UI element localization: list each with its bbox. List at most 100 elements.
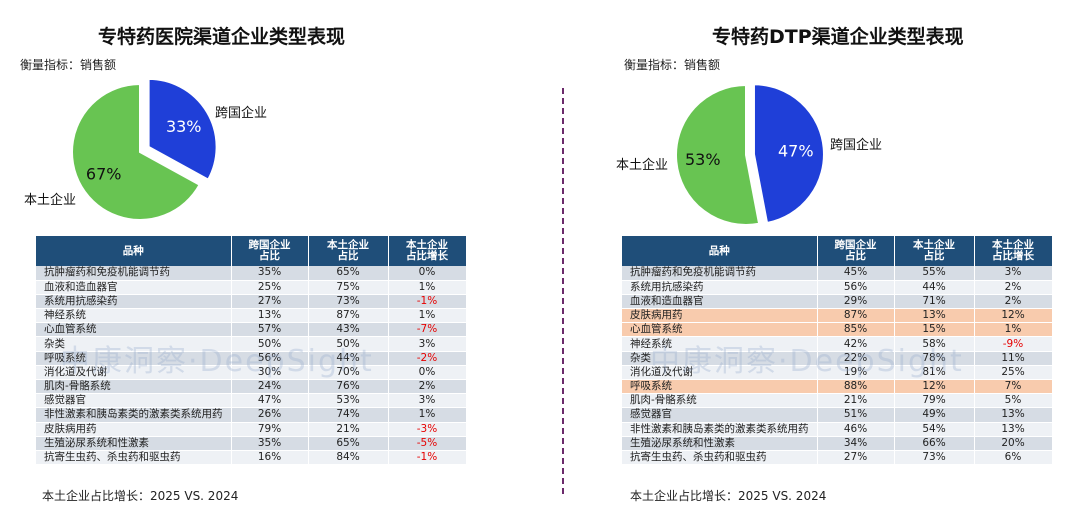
value-cell: 85% bbox=[817, 322, 895, 338]
value-cell: 58% bbox=[894, 336, 975, 352]
value-cell: 15% bbox=[894, 322, 975, 338]
watermark: 中康洞察·DeepSight bbox=[60, 344, 374, 379]
value-cell: 84% bbox=[308, 450, 389, 466]
metric-label: 衡量指标：销售额 bbox=[20, 58, 117, 72]
table-row: 系统用抗感染药 56% 44% 2% bbox=[622, 280, 1053, 295]
metric-label: 衡量指标：销售额 bbox=[624, 58, 721, 72]
value-cell: 70% bbox=[308, 365, 389, 381]
table-row: 非性激素和胰岛素类的激素类系统用药 26% 74% 1% bbox=[36, 407, 467, 423]
value-cell: 74% bbox=[308, 407, 389, 423]
value-cell: 50% bbox=[308, 336, 389, 352]
value-cell: 66% bbox=[894, 436, 975, 451]
value-cell: -1% bbox=[388, 294, 467, 310]
value-cell: -5% bbox=[388, 436, 467, 451]
table-row: 心血管系统 57% 43% -7% bbox=[36, 322, 467, 338]
pie-pct-local: 53% bbox=[685, 150, 721, 169]
table-row: 血液和造血器官 25% 75% 1% bbox=[36, 280, 467, 295]
table-row: 抗寄生虫药、杀虫药和驱虫药 27% 73% 6% bbox=[622, 450, 1053, 466]
category-cell: 呼吸系统 bbox=[36, 351, 232, 366]
table-row: 肌肉-骨骼系统 21% 79% 5% bbox=[622, 393, 1053, 409]
value-cell: 71% bbox=[894, 294, 975, 310]
footnote: 本土企业占比增长：2025 VS. 2024 bbox=[42, 489, 239, 503]
category-cell: 消化道及代谢 bbox=[622, 365, 818, 381]
pie-label-local: 本土企业 bbox=[24, 192, 76, 208]
footnote: 本土企业占比增长：2025 VS. 2024 bbox=[630, 489, 827, 503]
value-cell: 49% bbox=[894, 407, 975, 423]
value-cell: 79% bbox=[894, 393, 975, 409]
pie-label-cross: 跨国企业 bbox=[215, 105, 267, 121]
value-cell: 88% bbox=[817, 379, 895, 395]
value-cell: 29% bbox=[817, 294, 895, 310]
value-cell: 87% bbox=[308, 308, 389, 324]
table-row: 皮肤病用药 87% 13% 12% bbox=[622, 308, 1053, 324]
table-header-0: 品种 bbox=[622, 236, 818, 266]
value-cell: 79% bbox=[231, 422, 309, 437]
value-cell: 35% bbox=[231, 266, 309, 281]
category-cell: 系统用抗感染药 bbox=[622, 280, 818, 295]
value-cell: 12% bbox=[894, 379, 975, 395]
value-cell: 5% bbox=[974, 393, 1053, 409]
table-row: 神经系统 13% 87% 1% bbox=[36, 308, 467, 324]
table-header-2: 本土企业 占比 bbox=[308, 236, 389, 266]
value-cell: 11% bbox=[974, 351, 1053, 366]
value-cell: 22% bbox=[817, 351, 895, 366]
value-cell: 25% bbox=[974, 365, 1053, 381]
dtp-channel-panel: 专特药DTP渠道企业类型表现 衡量指标：销售额 47% 53% 跨国企业 本土企业 品… bbox=[560, 0, 1080, 513]
value-cell: 34% bbox=[817, 436, 895, 451]
table-row: 非性激素和胰岛素类的激素类系统用药 46% 54% 13% bbox=[622, 422, 1053, 437]
table-row: 抗寄生虫药、杀虫药和驱虫药 16% 84% -1% bbox=[36, 450, 467, 466]
table-row: 呼吸系统 88% 12% 7% bbox=[622, 379, 1053, 395]
value-cell: 2% bbox=[974, 294, 1053, 310]
table-header-3: 本土企业 占比增长 bbox=[388, 236, 467, 266]
value-cell: 47% bbox=[231, 393, 309, 409]
table-row: 抗肿瘤药和免疫机能调节药 35% 65% 0% bbox=[36, 266, 467, 281]
value-cell: 55% bbox=[894, 266, 975, 281]
category-cell: 呼吸系统 bbox=[622, 379, 818, 395]
value-cell: -9% bbox=[974, 336, 1053, 352]
category-cell: 抗寄生虫药、杀虫药和驱虫药 bbox=[36, 450, 232, 466]
value-cell: 3% bbox=[388, 336, 467, 352]
value-cell: 13% bbox=[231, 308, 309, 324]
value-cell: 25% bbox=[231, 280, 309, 295]
table-row: 系统用抗感染药 27% 73% -1% bbox=[36, 294, 467, 310]
data-table: 品种 跨国企业 占比 本土企业 占比 本土企业 占比增长 抗肿瘤药和免疫机能调节药 35% 65… bbox=[36, 236, 467, 466]
value-cell: 35% bbox=[231, 436, 309, 451]
value-cell: -3% bbox=[388, 422, 467, 437]
category-cell: 心血管系统 bbox=[36, 322, 232, 338]
category-cell: 神经系统 bbox=[622, 336, 818, 352]
table-row: 生殖泌尿系统和性激素 34% 66% 20% bbox=[622, 436, 1053, 451]
value-cell: 65% bbox=[308, 266, 389, 281]
value-cell: 51% bbox=[817, 407, 895, 423]
value-cell: 6% bbox=[974, 450, 1053, 466]
value-cell: 3% bbox=[974, 266, 1053, 281]
category-cell: 非性激素和胰岛素类的激素类系统用药 bbox=[36, 407, 232, 423]
value-cell: 56% bbox=[817, 280, 895, 295]
table-header-0: 品种 bbox=[36, 236, 232, 266]
category-cell: 抗肿瘤药和免疫机能调节药 bbox=[622, 266, 818, 281]
value-cell: 2% bbox=[388, 379, 467, 395]
category-cell: 抗肿瘤药和免疫机能调节药 bbox=[36, 266, 232, 281]
table-header-1: 跨国企业 占比 bbox=[231, 236, 309, 266]
table-row: 消化道及代谢 19% 81% 25% bbox=[622, 365, 1053, 381]
value-cell: 73% bbox=[308, 294, 389, 310]
value-cell: 50% bbox=[231, 336, 309, 352]
value-cell: 1% bbox=[388, 280, 467, 295]
value-cell: 81% bbox=[894, 365, 975, 381]
value-cell: 44% bbox=[308, 351, 389, 366]
value-cell: 1% bbox=[974, 322, 1053, 338]
table-row: 杂类 50% 50% 3% bbox=[36, 336, 467, 352]
pie-pct-cross: 47% bbox=[778, 141, 814, 160]
table-row: 感觉器官 47% 53% 3% bbox=[36, 393, 467, 409]
category-cell: 皮肤病用药 bbox=[36, 422, 232, 437]
panel-divider bbox=[562, 88, 564, 494]
watermark: 中康洞察·DeepSight bbox=[650, 344, 964, 379]
category-cell: 肌肉-骨骼系统 bbox=[622, 393, 818, 409]
value-cell: 54% bbox=[894, 422, 975, 437]
category-cell: 系统用抗感染药 bbox=[36, 294, 232, 310]
value-cell: 45% bbox=[817, 266, 895, 281]
chart-title: 专特药DTP渠道企业类型表现 bbox=[712, 26, 964, 48]
value-cell: 73% bbox=[894, 450, 975, 466]
value-cell: 13% bbox=[974, 422, 1053, 437]
value-cell: 87% bbox=[817, 308, 895, 324]
